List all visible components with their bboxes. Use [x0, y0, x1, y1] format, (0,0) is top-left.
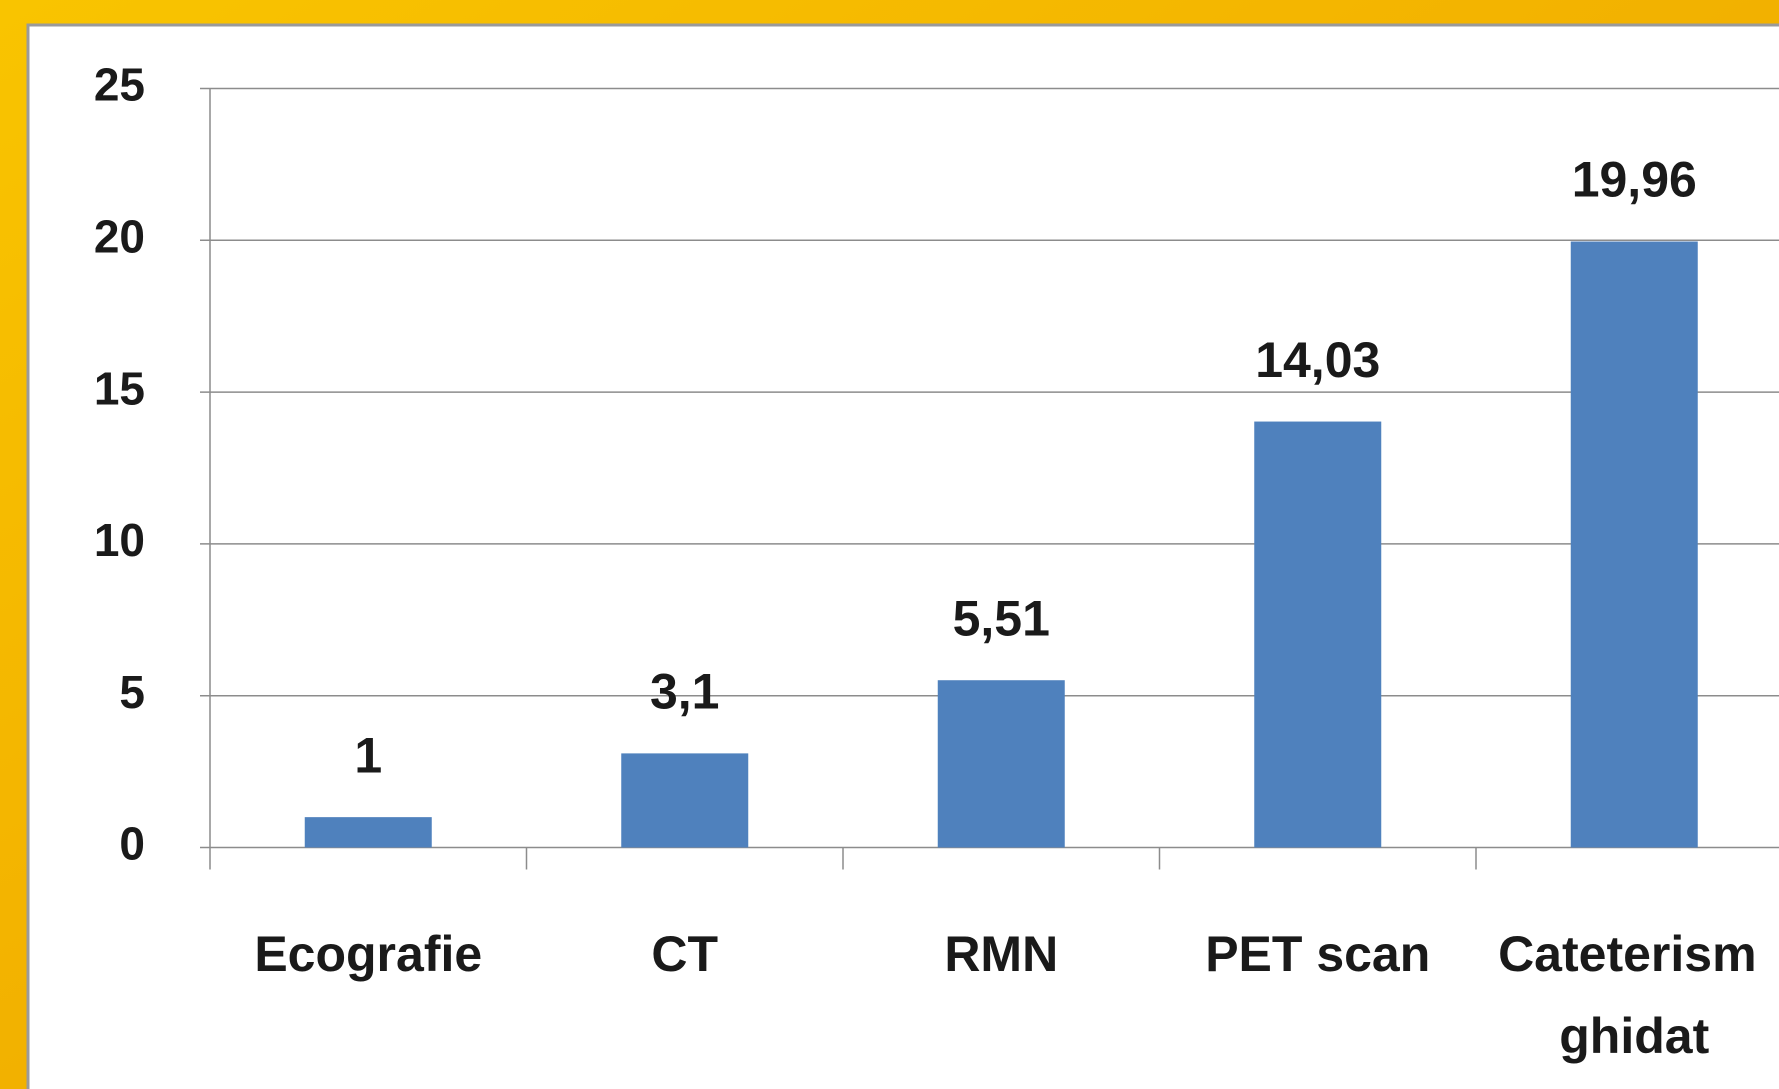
panel	[26, 23, 1779, 1089]
bar	[621, 753, 749, 848]
bar	[304, 817, 432, 848]
data-label: 1	[354, 727, 382, 783]
data-label: 5,51	[953, 590, 1050, 646]
y-tick-label: 0	[119, 818, 145, 870]
x-tick-label: Ecografie	[254, 926, 482, 982]
x-tick-label: RMN	[944, 926, 1058, 982]
x-tick-label: PET scan	[1205, 926, 1430, 982]
y-tick-label: 15	[94, 362, 145, 414]
data-label: 14,03	[1255, 332, 1380, 388]
y-tick-label: 20	[94, 210, 145, 262]
bar	[1254, 421, 1382, 848]
y-tick-label: 25	[94, 59, 145, 111]
x-tick-label: CT	[651, 926, 718, 982]
bar	[1570, 241, 1698, 848]
bar	[937, 680, 1065, 848]
data-label: 3,1	[650, 664, 720, 720]
x-tick-label: Cateterism ghidat	[1498, 926, 1770, 1064]
data-label: 19,96	[1572, 152, 1697, 208]
y-tick-label: 10	[94, 514, 145, 566]
y-tick-label: 5	[119, 666, 145, 718]
